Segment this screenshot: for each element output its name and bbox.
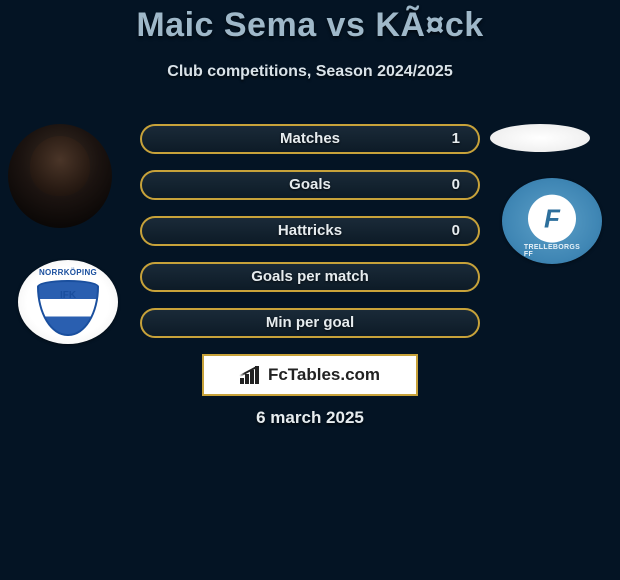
bars-icon	[240, 366, 262, 384]
player-left-photo	[8, 124, 112, 228]
stat-label: Goals	[142, 172, 478, 198]
club-crest-right	[502, 178, 602, 264]
date-text: 6 march 2025	[0, 408, 620, 428]
player-right-photo	[490, 124, 590, 152]
page-title: Maic Sema vs KÃ¤ck	[0, 0, 620, 45]
stat-label: Matches	[142, 126, 478, 152]
stat-row: Goals 0	[140, 170, 480, 200]
subtitle: Club competitions, Season 2024/2025	[0, 63, 620, 81]
comparison-card: Maic Sema vs KÃ¤ck Club competitions, Se…	[0, 0, 620, 580]
stat-row: Hattricks 0	[140, 216, 480, 246]
brand-box: FcTables.com	[202, 354, 418, 396]
stat-row: Min per goal	[140, 308, 480, 338]
stat-value-right: 0	[452, 172, 460, 198]
stat-label: Hattricks	[142, 218, 478, 244]
brand-text: FcTables.com	[268, 365, 380, 385]
club-crest-left	[18, 260, 118, 344]
stat-label: Min per goal	[142, 310, 478, 336]
stat-row: Matches 1	[140, 124, 480, 154]
stat-label: Goals per match	[142, 264, 478, 290]
stat-row: Goals per match	[140, 262, 480, 292]
stat-value-right: 0	[452, 218, 460, 244]
stat-rows: Matches 1 Goals 0 Hattricks 0 Goals per …	[140, 124, 480, 354]
stat-value-right: 1	[452, 126, 460, 152]
